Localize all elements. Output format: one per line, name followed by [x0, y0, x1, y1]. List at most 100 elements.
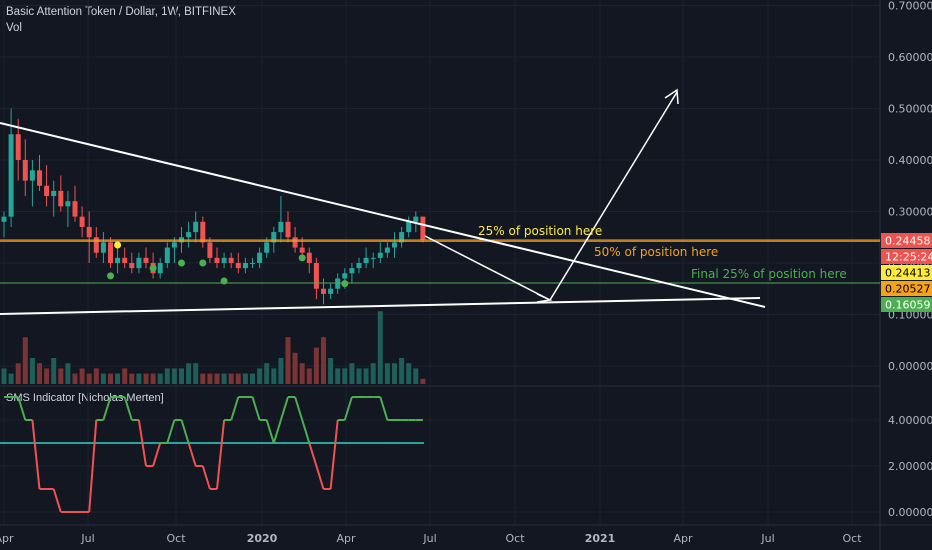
candle-body — [37, 170, 42, 186]
indicator-title: SMS Indicator [Nicholas Merten] — [6, 392, 164, 404]
ind-segment — [17, 396, 27, 421]
volume-bar — [384, 363, 390, 384]
ind-segment — [279, 396, 289, 421]
candle-body — [65, 201, 71, 207]
arrow-head-up — [664, 88, 679, 105]
annotation-25: 25% of position here — [478, 224, 602, 238]
signal-markers — [107, 241, 349, 288]
arrow-head-down — [536, 293, 553, 303]
volume-bar — [299, 363, 305, 384]
y-tick-label: 0.70000 — [888, 0, 932, 13]
trendlines — [0, 88, 766, 315]
volume-bar — [321, 337, 326, 384]
volume-bar — [179, 368, 184, 384]
x-tick-label: Oct — [842, 532, 862, 545]
volume-bar — [406, 363, 412, 384]
candle-body — [299, 247, 305, 253]
candle-body — [377, 252, 383, 258]
green-marker — [298, 254, 306, 262]
candle-body — [44, 185, 50, 197]
volume-bar — [108, 373, 113, 384]
volume-bar — [392, 363, 397, 384]
time-axis[interactable]: Apr Jul Oct 2020 Apr Jul Oct 2021 Apr Jul Oct — [0, 532, 862, 545]
x-tick-label: Jul — [80, 532, 94, 545]
candle-body — [100, 242, 106, 253]
price-label-text: 12:25:24 — [885, 251, 932, 264]
ind-segment — [201, 465, 211, 490]
x-tick-label: 2020 — [247, 532, 278, 545]
chart-title: Basic Attention Token / Dollar, 1W, BITF… — [6, 6, 236, 18]
y-tick-label: 0.30000 — [888, 206, 932, 219]
candle-body — [384, 247, 390, 253]
volume-bar — [377, 311, 383, 384]
volume-bar — [292, 352, 298, 384]
volume-label: Vol — [6, 22, 22, 34]
volume-bar — [15, 363, 21, 384]
candle-body — [271, 232, 277, 243]
green-marker — [149, 264, 157, 272]
volume-bar — [29, 358, 35, 384]
green-marker — [107, 272, 114, 280]
candle-body — [228, 257, 234, 263]
price-label-box — [881, 281, 932, 296]
candle-body — [313, 263, 319, 289]
volume-bar — [257, 368, 263, 384]
volume-bar — [207, 373, 213, 384]
candle-body — [143, 257, 149, 263]
candle-body — [292, 237, 298, 248]
volume-bar — [115, 373, 121, 384]
y-tick-label: 0.60000 — [888, 51, 932, 64]
candle-body — [186, 232, 192, 238]
volume-bar — [150, 373, 156, 384]
ind-segment — [230, 396, 240, 421]
volume-bar — [72, 373, 78, 384]
y-tick-label: 0.00000 — [888, 360, 932, 373]
volume-bar — [363, 368, 369, 384]
x-tick-label: Apr — [336, 532, 356, 545]
ind-segment — [31, 419, 41, 490]
candle-body — [214, 257, 220, 263]
candle-body — [51, 190, 57, 197]
price-labels: 0.24458 12:25:24 0.24413 0.20527 0.16059 — [881, 233, 932, 312]
volume-bar — [44, 368, 50, 384]
volume-bar — [313, 347, 319, 384]
candle-body — [86, 226, 92, 238]
candle-body — [392, 242, 397, 248]
ind-segment — [329, 419, 339, 490]
volume-bar — [413, 368, 419, 384]
volume-bar — [335, 368, 341, 384]
ind-segment — [88, 419, 98, 513]
volume-bar — [193, 363, 199, 384]
candle-body — [328, 288, 334, 294]
volume-bar — [171, 368, 177, 384]
volume-bar — [51, 358, 57, 384]
candle-body — [72, 201, 78, 217]
volume-bar — [136, 373, 142, 384]
yellow-marker — [114, 241, 122, 249]
volume-bar — [271, 368, 277, 384]
horizontal-levels — [0, 239, 880, 284]
volume-bar — [79, 368, 85, 384]
candle-body — [250, 263, 255, 264]
volume-bar — [200, 373, 206, 384]
volume-bar — [93, 368, 99, 384]
candles — [1, 108, 426, 305]
ind-segment — [379, 396, 389, 421]
y-tick-label: 0.40000 — [888, 154, 932, 167]
x-tick-label: Jul — [422, 532, 436, 545]
x-tick-label: Oct — [505, 532, 525, 545]
candle-body — [306, 252, 312, 263]
ind-segment — [294, 396, 304, 421]
candle-body — [22, 160, 28, 181]
x-tick-label: 2021 — [585, 532, 616, 545]
candle-body — [257, 252, 263, 263]
price-label-box — [881, 233, 932, 248]
candle-body — [349, 268, 355, 274]
x-tick-label: Oct — [166, 532, 186, 545]
volume-bar — [221, 373, 227, 384]
volume-bar — [22, 337, 28, 384]
green-marker — [341, 280, 349, 288]
ind-segment — [187, 442, 197, 467]
green-marker — [178, 259, 185, 267]
